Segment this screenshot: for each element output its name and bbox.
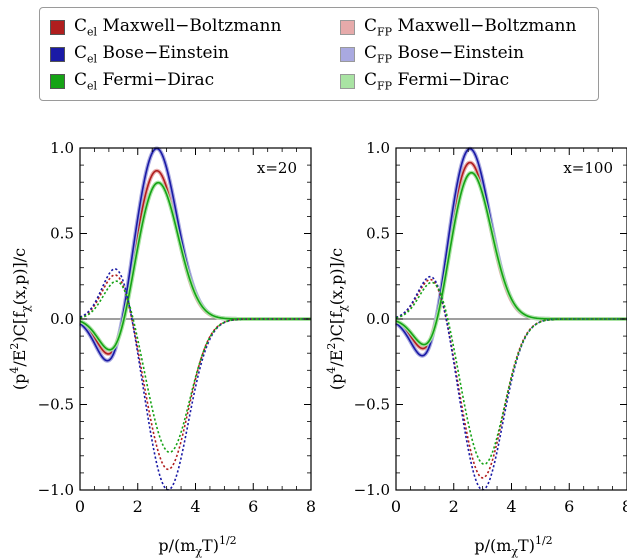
series-line-6 (79, 280, 311, 454)
legend: Cel Maxwell−Boltzmann Cel Bose−Einstein … (39, 7, 599, 101)
panel-annotation: x=20 (257, 159, 297, 177)
x-axis-label: p/(mχT)1/2 (158, 534, 236, 558)
series-band-1 (79, 168, 312, 356)
chart-panel-2: 0 2 4 6 8 −1.0 −0.5 0.0 0.5 1.0 x=100 p/(mχT)1/2 (p4… (325, 139, 627, 558)
series-line-5 (395, 275, 627, 491)
x-tick-label: 0 (391, 497, 401, 516)
y-tick-label: 1.0 (366, 139, 390, 157)
legend-swatch-icon (50, 19, 65, 35)
x-tick-label: 6 (248, 497, 258, 516)
x-tick-label: 4 (506, 497, 516, 516)
x-tick-label: 4 (190, 497, 200, 516)
series-line-2 (79, 147, 311, 362)
y-tick-label: 0.5 (366, 225, 390, 243)
x-tick-label: 8 (622, 497, 627, 516)
y-tick-label: −0.5 (354, 396, 390, 414)
legend-swatch-icon (340, 73, 355, 89)
y-tick-label: −1.0 (38, 481, 74, 499)
y-tick-label: 0.0 (366, 310, 390, 328)
x-tick-label: 2 (133, 497, 143, 516)
y-tick-label: 1.0 (50, 139, 74, 157)
series-band-2 (394, 146, 627, 358)
y-tick-label: 0.5 (50, 225, 74, 243)
y-tick-label: 0.0 (50, 310, 74, 328)
legend-item-cel-be: Cel Bose−Einstein (50, 43, 229, 65)
series-line-4 (79, 274, 311, 471)
x-axis-label: p/(mχT)1/2 (474, 534, 552, 558)
series-line-1 (79, 169, 311, 355)
series-line-2 (395, 147, 627, 357)
series-line-3 (79, 181, 311, 351)
legend-item-cel-mb: Cel Maxwell−Boltzmann (50, 16, 281, 38)
legend-item-cfp-mb: CFP Maxwell−Boltzmann (340, 16, 576, 38)
y-tick-label: −0.5 (38, 396, 74, 414)
x-tick-label: 2 (449, 497, 459, 516)
legend-swatch-icon (50, 46, 65, 62)
x-tick-label: 8 (306, 497, 316, 516)
legend-item-cfp-fd: CFP Fermi−Dirac (340, 70, 509, 92)
y-tick-label: −1.0 (354, 481, 390, 499)
series-line-5 (79, 268, 311, 491)
y-axis-label: (p4/E2)C[fχ(x,p)]/c (8, 248, 32, 390)
legend-swatch-icon (50, 73, 65, 89)
x-tick-label: 0 (75, 497, 85, 516)
series-line-6 (395, 281, 627, 465)
x-tick-label: 6 (564, 497, 574, 516)
y-axis-label: (p4/E2)C[fχ(x,p)]/c (325, 248, 349, 390)
legend-item-cfp-be: CFP Bose−Einstein (340, 43, 524, 65)
legend-swatch-icon (340, 46, 355, 62)
legend-swatch-icon (340, 19, 355, 35)
chart-panel-1: 0 2 4 6 8 −1.0 −0.5 0.0 0.5 1.0 x=20 p/(mχT)1/2 (p4/… (8, 139, 316, 558)
panel-annotation: x=100 (563, 159, 613, 177)
legend-item-cel-fd: Cel Fermi−Dirac (50, 70, 214, 92)
series-band-3 (79, 180, 312, 352)
series-band-2 (78, 146, 312, 363)
